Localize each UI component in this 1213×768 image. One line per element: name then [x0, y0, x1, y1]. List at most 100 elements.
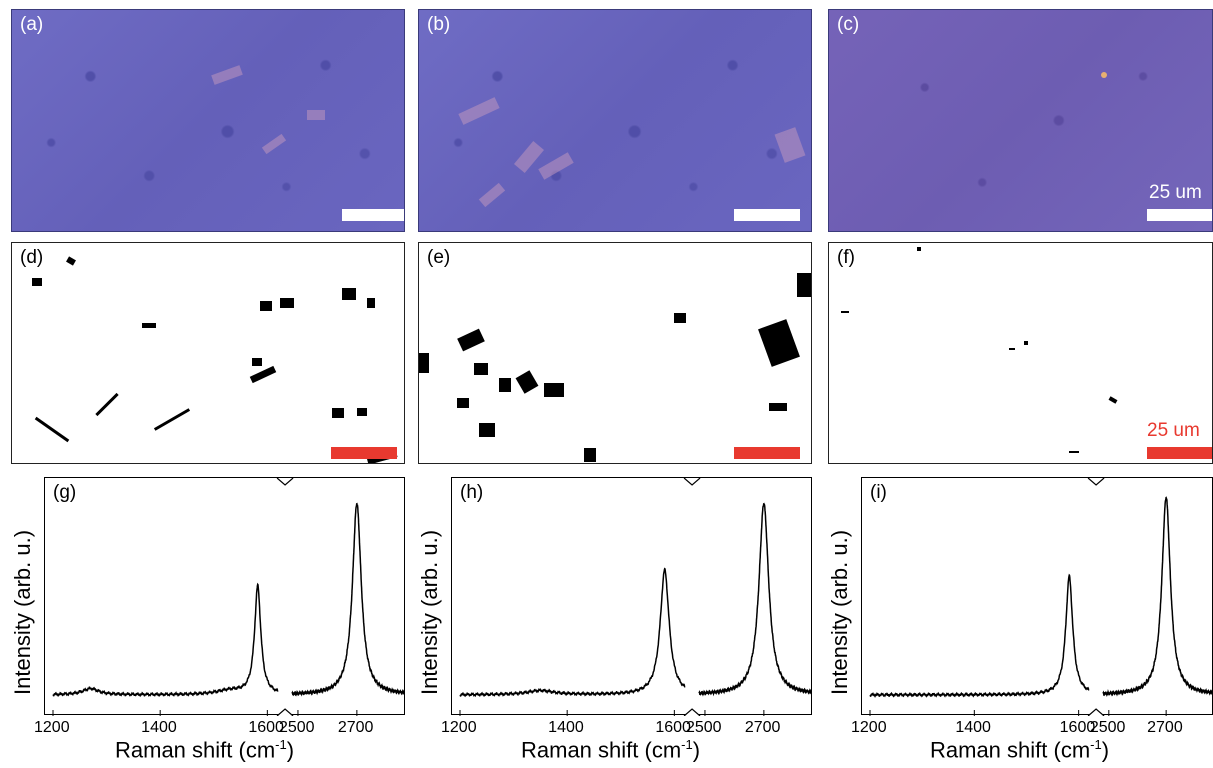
panel-label-d: (d): [20, 247, 44, 268]
x-tick-label: 1600: [1059, 719, 1096, 736]
x-axis-label-h: Raman shift (cm-1): [521, 737, 701, 763]
scalebar-a: [342, 209, 404, 221]
x-axis-label-i: Raman shift (cm-1): [930, 737, 1110, 763]
blob: [457, 398, 469, 408]
blob: [544, 383, 564, 397]
flake: [458, 97, 500, 125]
x-tick-label: 1600: [655, 719, 691, 736]
panel-label-g: (g): [53, 482, 77, 503]
scalebar-c: [1147, 209, 1212, 221]
blob: [1108, 396, 1118, 404]
blob: [342, 288, 356, 300]
x-tick-label: 1400: [548, 719, 584, 736]
spectrum-line-right: [1102, 496, 1213, 697]
scalebar-e: [734, 447, 800, 459]
binary-map-e: (e): [418, 242, 812, 464]
x-tick-label: 1200: [34, 719, 70, 736]
micrograph-c: (c) 25 um: [828, 9, 1213, 232]
scalebar-b: [734, 209, 800, 221]
panel-label-i: (i): [870, 482, 887, 503]
flake: [211, 65, 243, 85]
blob: [249, 365, 277, 384]
blob: [474, 363, 488, 375]
panel-label-c: (c): [837, 14, 860, 35]
blob: [252, 358, 262, 366]
blob: [758, 319, 800, 367]
blob: [457, 328, 485, 352]
spectrum-line-right: [698, 502, 812, 697]
micrograph-a: (a): [11, 9, 405, 232]
flake: [478, 182, 506, 208]
blob: [357, 408, 367, 416]
blob: [515, 370, 539, 394]
spectrum-line-left: [869, 573, 1090, 698]
axis-break-marker: [683, 708, 701, 716]
axis-break-marker: [1087, 708, 1105, 716]
blob: [32, 278, 42, 286]
x-tick-label: 2500: [278, 719, 315, 736]
blob: [797, 273, 811, 297]
x-tick-label: 1400: [141, 719, 177, 736]
spectrum-svg-g: [52, 478, 405, 716]
y-axis-label-g: Intensity (arb. u.): [10, 529, 35, 695]
flake: [307, 110, 325, 120]
x-tick-label: 2700: [744, 719, 781, 736]
axis-break-marker: [683, 478, 701, 486]
panel-label-a: (a): [20, 14, 44, 35]
panel-label-e: (e): [427, 247, 451, 268]
spectrum-line-left: [52, 582, 279, 698]
blob: [479, 423, 495, 437]
spectrum-svg-h: [459, 478, 812, 716]
panel-label-f: (f): [837, 247, 855, 268]
y-axis-label-h: Intensity (arb. u.): [417, 529, 442, 695]
x-tick-label: 2500: [1089, 719, 1126, 736]
spectrum-line-right: [291, 502, 405, 697]
x-tick-label: 1200: [851, 719, 887, 736]
blob: [260, 301, 272, 311]
y-axis-label-i: Intensity (arb. u.): [827, 529, 852, 695]
flake: [538, 152, 574, 180]
panel-label-b: (b): [427, 14, 451, 35]
axis-break-marker: [276, 478, 294, 486]
x-tick-label: 1600: [248, 719, 284, 736]
scalebar-d: [331, 447, 397, 459]
blob: [584, 448, 596, 462]
scalebar-f: [1147, 447, 1212, 459]
blob: [66, 256, 76, 266]
micrograph-b: (b): [418, 9, 812, 232]
spectrum-panel-h: (h): [451, 477, 812, 716]
x-tick-label: 2700: [337, 719, 374, 736]
blob: [917, 247, 921, 251]
x-axis-label-g: Raman shift (cm-1): [115, 737, 295, 763]
blob: [841, 311, 849, 313]
scale-text-c: 25 um: [1149, 182, 1202, 203]
blob: [1009, 348, 1015, 350]
blob: [1024, 341, 1028, 345]
blob: [367, 298, 375, 308]
x-tick-label: 2700: [1147, 719, 1183, 736]
blob: [153, 408, 191, 431]
blob: [332, 408, 344, 418]
blob: [1069, 451, 1079, 453]
axis-break-marker: [1087, 478, 1105, 486]
blob: [280, 298, 294, 308]
blob: [674, 313, 686, 323]
x-tick-label: 1200: [441, 719, 477, 736]
panel-label-h: (h): [460, 482, 484, 503]
flake: [774, 127, 806, 163]
scale-text-f: 25 um: [1147, 420, 1200, 441]
blob: [34, 416, 70, 443]
spectrum-panel-g: (g): [44, 477, 405, 716]
blob: [769, 403, 787, 411]
x-tick-label: 1400: [955, 719, 991, 736]
blob: [95, 392, 119, 417]
spectrum-line-left: [459, 567, 686, 698]
x-tick-label: 2500: [685, 719, 722, 736]
binary-map-d: (d): [11, 242, 405, 464]
spectrum-panel-i: (i): [861, 477, 1213, 716]
blob: [142, 323, 156, 328]
blob: [419, 353, 429, 373]
flake: [1101, 72, 1107, 78]
binary-map-f: (f) 25 um: [828, 242, 1213, 464]
spectrum-svg-i: [869, 478, 1213, 716]
